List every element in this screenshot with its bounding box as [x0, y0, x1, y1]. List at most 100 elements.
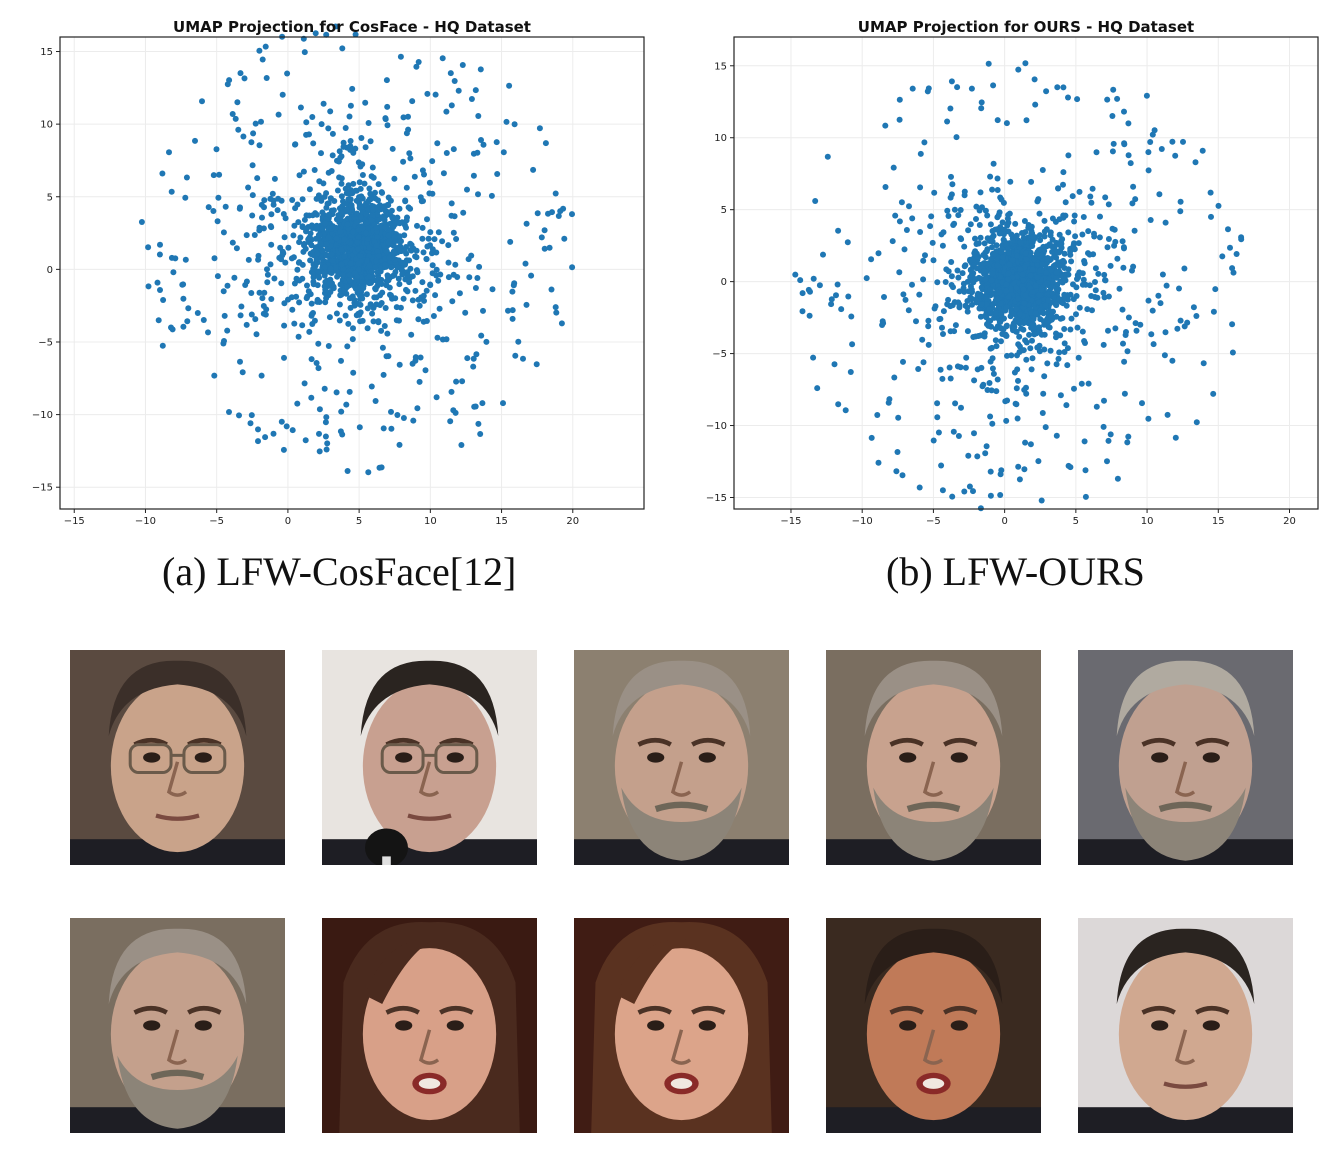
scatter-point — [291, 222, 298, 229]
scatter-point — [1054, 281, 1061, 288]
scatter-point — [1067, 326, 1074, 333]
scatter-point — [375, 181, 382, 188]
scatter-point — [380, 371, 387, 378]
face-bearded-gray-man-4 — [70, 918, 285, 1133]
caption-a: (a) LFW-CosFace[12] — [162, 549, 517, 594]
scatter-point — [479, 400, 486, 407]
scatter-point — [314, 259, 321, 266]
scatter-point — [322, 419, 329, 426]
scatter-point — [258, 201, 265, 208]
scatter-point — [810, 354, 817, 361]
scatter-point — [1073, 293, 1080, 299]
scatter-point — [426, 190, 433, 197]
scatter-point — [355, 260, 362, 267]
scatter-point — [1036, 342, 1043, 349]
scatter-point — [924, 88, 931, 95]
scatter-point — [416, 302, 423, 309]
y-tick-label: 15 — [714, 61, 727, 72]
scatter-point — [253, 331, 260, 338]
scatter-point — [299, 196, 306, 203]
scatter-point — [349, 85, 356, 92]
scatter-point — [355, 246, 362, 253]
scatter-point — [474, 275, 481, 281]
scatter-point — [981, 268, 988, 275]
scatter-point — [993, 242, 1000, 249]
scatter-point — [971, 377, 978, 384]
scatter-point — [460, 209, 467, 216]
scatter-point — [1030, 324, 1037, 331]
scatter-point — [983, 301, 990, 308]
scatter-point — [468, 252, 475, 259]
scatter-point — [303, 119, 310, 126]
scatter-point — [295, 333, 302, 340]
scatter-point — [259, 56, 266, 63]
scatter-point — [962, 364, 969, 371]
scatter-point — [248, 139, 255, 146]
scatter-point — [355, 266, 362, 273]
x-tick-label: −15 — [64, 516, 85, 527]
scatter-point — [1088, 199, 1095, 206]
scatter-point — [321, 269, 328, 276]
scatter-point — [336, 317, 343, 324]
scatter-point — [489, 286, 496, 293]
scatter-point — [993, 388, 1000, 395]
scatter-point — [553, 309, 560, 316]
scatter-point — [214, 218, 221, 225]
scatter-point — [973, 265, 980, 272]
scatter-point — [224, 282, 231, 289]
scatter-point — [445, 242, 452, 249]
scatter-point — [370, 304, 377, 311]
scatter-point — [313, 195, 320, 202]
scatter-point — [1119, 306, 1126, 313]
scatter-point — [350, 180, 357, 187]
y-tick-label: 0 — [721, 277, 727, 288]
scatter-point — [405, 113, 411, 120]
scatter-point — [429, 270, 436, 277]
scatter-point — [1100, 341, 1107, 348]
scatter-point — [538, 234, 545, 241]
scatter-point — [1004, 352, 1010, 359]
x-tick-label: 20 — [1283, 516, 1296, 527]
scatter-point — [205, 204, 212, 211]
scatter-point — [1014, 415, 1021, 422]
scatter-point — [394, 412, 401, 418]
scatter-point — [992, 310, 999, 317]
scatter-point — [1081, 260, 1088, 267]
chart-title: UMAP Projection for OURS - HQ Dataset — [858, 18, 1194, 36]
scatter-point — [350, 325, 356, 332]
scatter-point — [359, 195, 366, 202]
scatter-point — [1044, 280, 1051, 286]
scatter-point — [947, 328, 954, 335]
scatter-point — [1060, 169, 1067, 176]
scatter-point — [1107, 431, 1114, 438]
scatter-point — [260, 303, 267, 309]
scatter-point — [1071, 212, 1078, 219]
scatter-point — [470, 150, 477, 157]
scatter-point — [985, 60, 992, 67]
scatter-point — [344, 468, 351, 474]
scatter-point — [383, 77, 390, 84]
scatter-point — [390, 248, 397, 255]
scatter-point — [957, 364, 964, 371]
scatter-point — [1092, 279, 1098, 285]
scatter-point — [235, 126, 242, 133]
scatter-point — [1092, 287, 1099, 294]
scatter-point — [278, 197, 285, 204]
scatter-point — [1230, 269, 1237, 276]
scatter-point — [379, 189, 386, 196]
scatter-point — [384, 272, 391, 279]
scatter-point — [799, 308, 806, 315]
scatter-point — [930, 257, 937, 264]
scatter-point — [929, 239, 936, 246]
scatter-point — [1225, 226, 1231, 233]
scatter-point — [205, 329, 211, 336]
scatter-point — [336, 174, 343, 181]
scatter-point — [1122, 332, 1129, 338]
scatter-point — [472, 285, 479, 291]
scatter-point — [308, 300, 315, 307]
scatter-point — [1007, 178, 1014, 185]
scatter-point — [962, 302, 969, 309]
scatter-point — [948, 282, 955, 288]
scatter-point — [1055, 355, 1062, 362]
scatter-point — [318, 121, 325, 128]
